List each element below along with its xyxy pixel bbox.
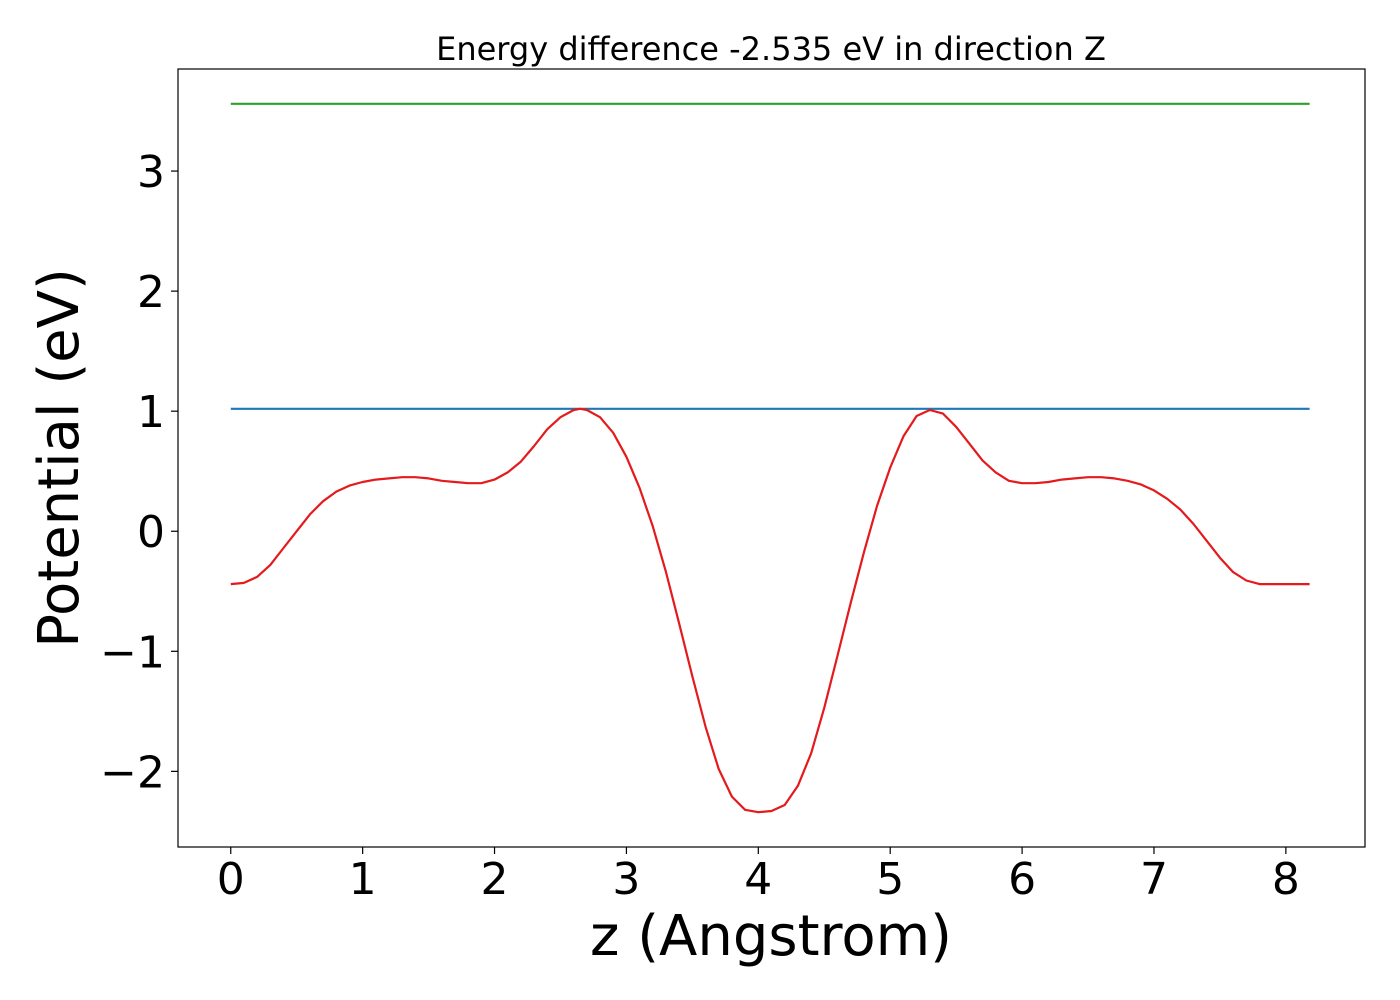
y-axis-ticks: −2 −1 0 1 2 3 [100,147,178,798]
x-tick-label: 4 [744,854,772,905]
y-axis-label: Potential (eV) [27,268,92,648]
x-tick-label: 8 [1272,854,1300,905]
y-tick-label: 2 [137,267,165,318]
series-layer [230,102,1310,814]
y-tick-label: −2 [100,747,165,798]
y-tick-label: −1 [100,627,165,678]
y-tick-label: 3 [137,147,165,198]
series-line-red [230,407,1310,814]
x-tick-label: 1 [349,854,377,905]
plot-area-frame [177,68,1366,848]
chart-title: Energy difference -2.535 eV in direction… [436,30,1106,68]
x-axis-label: z (Angstrom) [590,904,952,969]
y-tick-label: 1 [137,387,165,438]
x-tick-label: 2 [481,854,509,905]
x-tick-label: 5 [876,854,904,905]
x-tick-label: 7 [1140,854,1168,905]
y-tick-label: 0 [137,507,165,558]
x-axis-ticks: 0 1 2 3 4 5 6 7 8 [217,847,1300,905]
x-tick-label: 0 [217,854,245,905]
x-tick-label: 3 [612,854,640,905]
x-tick-label: 6 [1008,854,1036,905]
